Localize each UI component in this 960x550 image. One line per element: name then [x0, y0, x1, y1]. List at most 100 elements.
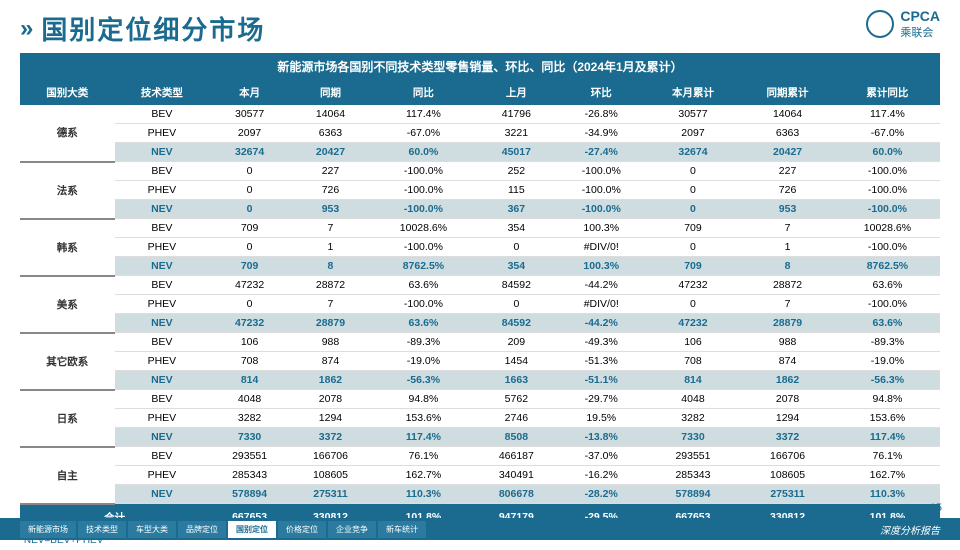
footer-caption: 深度分析报告 [880, 522, 940, 537]
value-cell: 709 [209, 219, 290, 238]
value-cell: 8 [740, 257, 835, 276]
value-cell: 166706 [290, 447, 371, 466]
value-cell: 19.5% [557, 409, 646, 428]
footer-tab[interactable]: 新车统计 [378, 521, 426, 538]
tech-cell: BEV [115, 105, 210, 124]
table-row: PHEV32821294153.6%274619.5%32821294153.6… [20, 409, 940, 428]
value-cell: 166706 [740, 447, 835, 466]
footer-tab[interactable]: 技术类型 [78, 521, 126, 538]
table-row: 其它欧系BEV106988-89.3%209-49.3%106988-89.3% [20, 333, 940, 352]
value-cell: 94.8% [835, 390, 940, 409]
value-cell: 252 [476, 162, 557, 181]
group-label: 法系 [20, 162, 115, 219]
value-cell: 30577 [209, 105, 290, 124]
value-cell: -51.1% [557, 371, 646, 390]
column-header: 国别大类 [20, 80, 115, 105]
table-row: NEV8141862-56.3%1663-51.1%8141862-56.3% [20, 371, 940, 390]
footer-tab[interactable]: 企业竞争 [328, 521, 376, 538]
column-header: 本月累计 [646, 80, 741, 105]
value-cell: 7330 [209, 428, 290, 447]
value-cell: 806678 [476, 485, 557, 504]
value-cell: -100.0% [371, 295, 476, 314]
value-cell: 1294 [740, 409, 835, 428]
value-cell: 275311 [290, 485, 371, 504]
footer-tab[interactable]: 国别定位 [228, 521, 276, 538]
value-cell: -13.8% [557, 428, 646, 447]
value-cell: 117.4% [835, 105, 940, 124]
footer-tab[interactable]: 品牌定位 [178, 521, 226, 538]
value-cell: 3282 [209, 409, 290, 428]
value-cell: 953 [740, 200, 835, 219]
value-cell: 94.8% [371, 390, 476, 409]
value-cell: 0 [476, 295, 557, 314]
value-cell: 0 [209, 181, 290, 200]
value-cell: 7 [290, 295, 371, 314]
value-cell: 708 [646, 352, 741, 371]
chevron-icon: » [20, 15, 33, 43]
group-label: 自主 [20, 447, 115, 504]
value-cell: 100.3% [557, 219, 646, 238]
brand-logo: CPCA 乘联会 [866, 8, 940, 40]
value-cell: 874 [290, 352, 371, 371]
tech-cell: NEV [115, 428, 210, 447]
value-cell: 814 [646, 371, 741, 390]
value-cell: -19.0% [835, 352, 940, 371]
value-cell: 10028.6% [835, 219, 940, 238]
column-header: 上月 [476, 80, 557, 105]
value-cell: -27.4% [557, 143, 646, 162]
value-cell: 14064 [740, 105, 835, 124]
value-cell: 76.1% [371, 447, 476, 466]
tech-cell: BEV [115, 447, 210, 466]
value-cell: 3221 [476, 124, 557, 143]
value-cell: -34.9% [557, 124, 646, 143]
value-cell: 63.6% [371, 276, 476, 295]
footer-tab[interactable]: 新能源市场 [20, 521, 76, 538]
value-cell: 466187 [476, 447, 557, 466]
value-cell: 3282 [646, 409, 741, 428]
value-cell: -100.0% [835, 181, 940, 200]
tech-cell: NEV [115, 257, 210, 276]
value-cell: -49.3% [557, 333, 646, 352]
value-cell: 63.6% [835, 314, 940, 333]
value-cell: 275311 [740, 485, 835, 504]
table-banner: 新能源市场各国别不同技术类型零售销量、环比、同比（2024年1月及累计） [20, 53, 940, 80]
tech-cell: PHEV [115, 124, 210, 143]
value-cell: 709 [646, 219, 741, 238]
value-cell: 153.6% [835, 409, 940, 428]
value-cell: 709 [209, 257, 290, 276]
value-cell: 0 [476, 238, 557, 257]
value-cell: 578894 [646, 485, 741, 504]
table-row: 韩系BEV709710028.6%354100.3%709710028.6% [20, 219, 940, 238]
table-row: 法系BEV0227-100.0%252-100.0%0227-100.0% [20, 162, 940, 181]
tech-cell: BEV [115, 333, 210, 352]
footer-bar: 新能源市场技术类型车型大类品牌定位国别定位价格定位企业竞争新车统计 深度分析报告 [0, 518, 960, 540]
column-header: 技术类型 [115, 80, 210, 105]
tech-cell: BEV [115, 219, 210, 238]
value-cell: 1 [740, 238, 835, 257]
tech-cell: NEV [115, 314, 210, 333]
tech-cell: NEV [115, 143, 210, 162]
value-cell: 227 [290, 162, 371, 181]
table-row: 自主BEV29355116670676.1%466187-37.0%293551… [20, 447, 940, 466]
value-cell: -100.0% [557, 162, 646, 181]
page-number: 15 [930, 502, 942, 514]
value-cell: -37.0% [557, 447, 646, 466]
value-cell: 106 [646, 333, 741, 352]
value-cell: 0 [209, 295, 290, 314]
footer-tab[interactable]: 价格定位 [278, 521, 326, 538]
footer-tab[interactable]: 车型大类 [128, 521, 176, 538]
column-header: 同期累计 [740, 80, 835, 105]
value-cell: 162.7% [835, 466, 940, 485]
value-cell: 60.0% [371, 143, 476, 162]
value-cell: 2746 [476, 409, 557, 428]
table-row: PHEV01-100.0%0#DIV/0!01-100.0% [20, 238, 940, 257]
value-cell: 2078 [290, 390, 371, 409]
value-cell: -56.3% [835, 371, 940, 390]
table-row: PHEV0726-100.0%115-100.0%0726-100.0% [20, 181, 940, 200]
group-label: 其它欧系 [20, 333, 115, 390]
value-cell: 47232 [209, 276, 290, 295]
value-cell: 367 [476, 200, 557, 219]
value-cell: -100.0% [557, 181, 646, 200]
value-cell: -51.3% [557, 352, 646, 371]
value-cell: 32674 [209, 143, 290, 162]
